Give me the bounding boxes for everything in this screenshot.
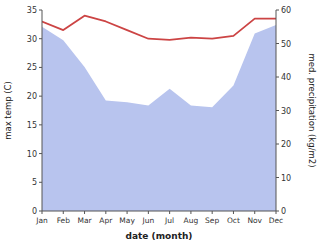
x-axis-line [42,211,276,212]
y-tick-label: 25 [27,63,37,72]
y2-tick [276,43,279,44]
y2-tick-label: 40 [281,73,291,82]
y2-tick-label: 50 [281,40,291,49]
temperature-line [42,16,276,40]
x-tick-label: May [119,216,135,225]
x-tick [190,211,191,214]
y-axis-line [42,10,43,211]
x-tick-label: Oct [227,216,240,225]
precipitation-area [42,25,276,211]
x-tick-label: Jan [35,216,48,225]
x-tick [148,211,149,214]
x-axis-label: date (month) [126,231,193,241]
y-tick [39,96,42,97]
x-tick-label: Nov [247,216,262,225]
y-tick-label: 0 [32,207,37,216]
x-tick [233,211,234,214]
y-tick-label: 5 [32,178,37,187]
y-axis-label: max temp (C) [3,81,13,140]
y2-tick [276,77,279,78]
y2-tick-label: 60 [281,6,291,15]
y-tick [39,153,42,154]
x-tick-label: Mar [77,216,92,225]
x-tick-label: Dec [269,216,284,225]
x-tick [84,211,85,214]
x-tick [42,211,43,214]
x-tick-label: Feb [57,216,71,225]
x-tick-label: Aug [184,216,199,225]
y-tick [39,38,42,39]
chart-container: 0 5 10 15 20 25 30 35 0 10 20 30 40 50 60 Jan Feb Mar Apr M… [0,0,318,247]
y2-tick-label: 20 [281,140,291,149]
x-tick [169,211,170,214]
x-tick [127,211,128,214]
y-tick [39,124,42,125]
y-tick-label: 10 [27,150,37,159]
plot-area [42,16,276,211]
y2-axis-label: med. precipitation (kg/m2) [307,53,317,167]
y-tick-label: 15 [27,121,37,130]
x-tick-label: Jun [142,216,155,225]
x-tick [254,211,255,214]
y2-tick-label: 30 [281,107,291,116]
y-tick-label: 20 [27,92,37,101]
x-tick [212,211,213,214]
x-tick [63,211,64,214]
x-tick-label: Jul [164,216,174,225]
y2-tick [276,177,279,178]
y-tick-label: 35 [27,6,37,15]
y-tick [39,67,42,68]
x-tick-label: Sep [205,216,219,225]
x-tick-label: Apr [99,216,113,225]
y-tick-label: 30 [27,35,37,44]
y2-tick [276,110,279,111]
y2-tick-label: 10 [281,174,291,183]
x-tick [105,211,106,214]
y2-tick-label: 0 [281,207,286,216]
y2-tick [276,10,279,11]
chart-svg: 0 5 10 15 20 25 30 35 0 10 20 30 40 50 60 Jan Feb Mar Apr M… [0,0,318,247]
y-tick [39,182,42,183]
y2-tick [276,144,279,145]
x-tick [276,211,277,214]
y-tick [39,10,42,11]
